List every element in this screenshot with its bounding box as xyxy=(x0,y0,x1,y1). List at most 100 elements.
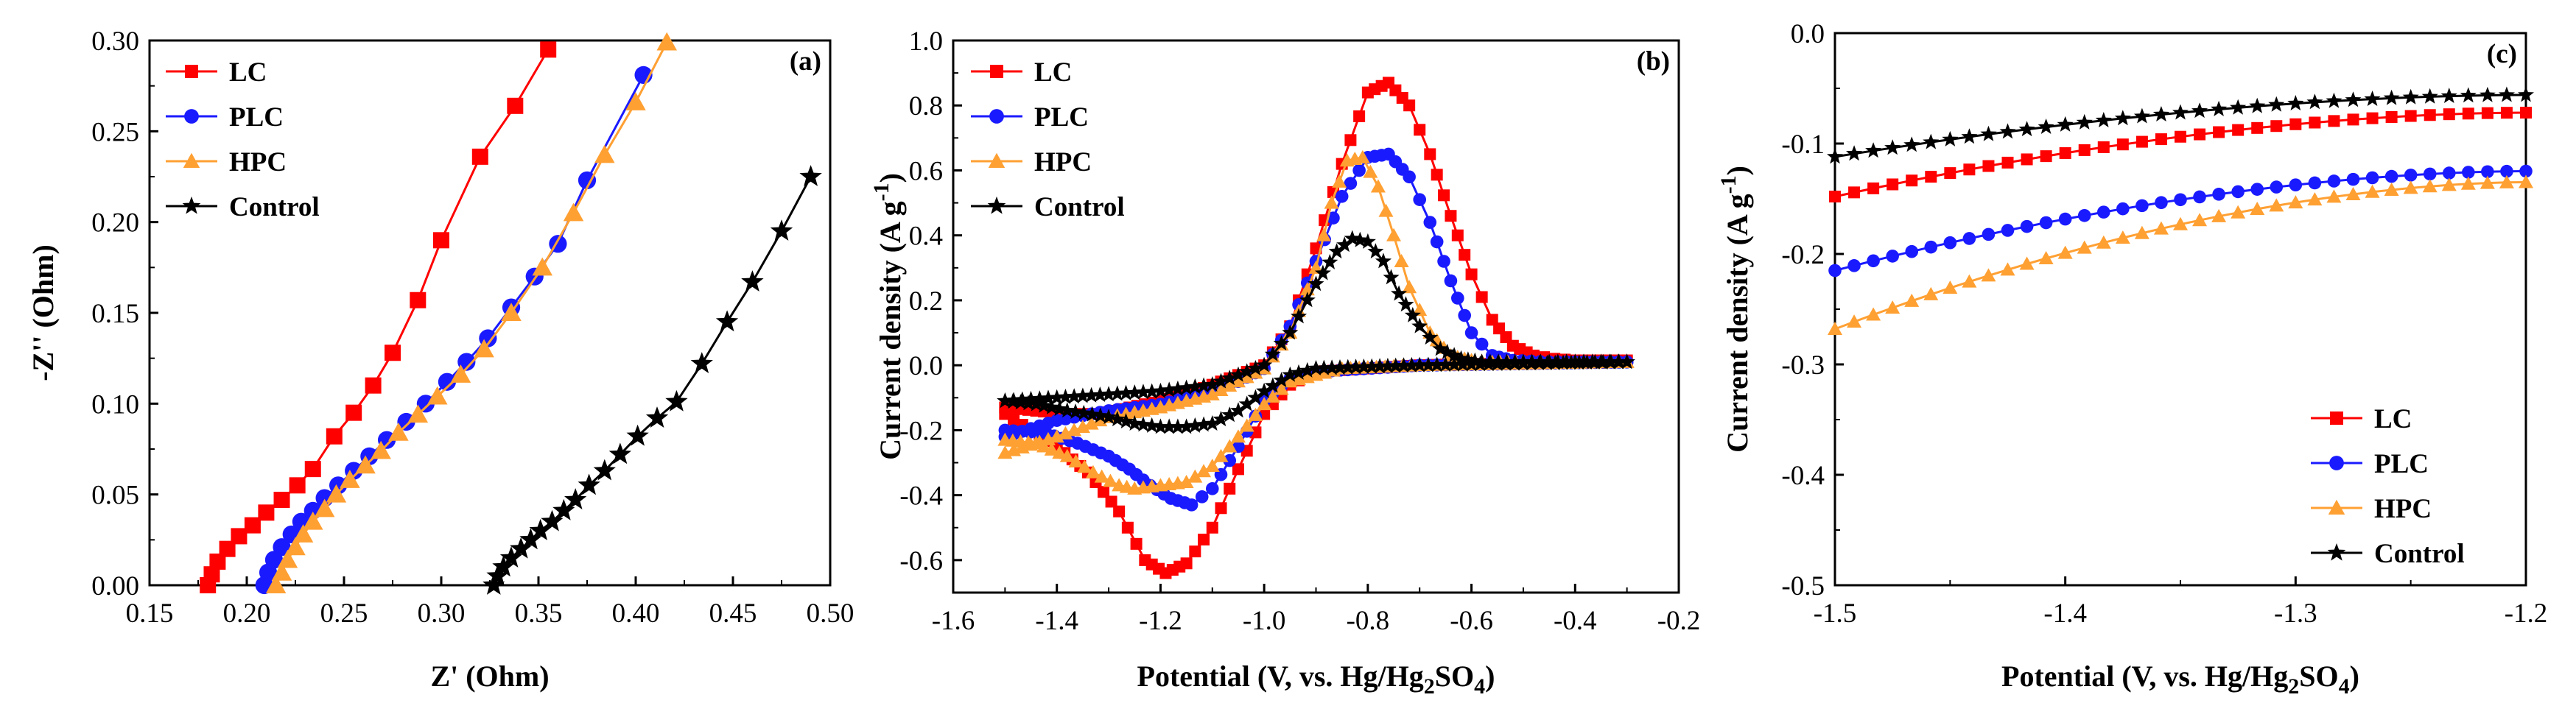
x-axis-label-part: ) xyxy=(1485,660,1495,693)
y-tick-label: -0.5 xyxy=(1781,571,1825,601)
series-lc-reverse-point xyxy=(1121,521,1134,534)
legend-marker xyxy=(987,196,1006,214)
series-plc-point xyxy=(438,372,457,391)
series-control-reverse-point xyxy=(1101,409,1117,425)
legend-label-plc: PLC xyxy=(1034,102,1089,133)
series-control-reverse-point xyxy=(1036,397,1053,413)
series-lc-forward-point xyxy=(1353,110,1366,122)
series-hpc-point xyxy=(2460,176,2476,190)
series-hpc-point xyxy=(1828,322,1842,335)
series-control-reverse-point xyxy=(1555,354,1572,370)
series-hpc-point xyxy=(2096,235,2111,249)
legend-label-hpc: HPC xyxy=(229,147,287,177)
x-tick-label: 0.25 xyxy=(320,598,368,629)
series-lc-forward-point xyxy=(1344,134,1357,146)
series-plc-forward-point xyxy=(1423,216,1437,229)
y-tick-label: 0.20 xyxy=(91,208,139,239)
series-plc-point xyxy=(2058,212,2072,226)
series-hpc-reverse-point xyxy=(1077,459,1092,473)
series-control-forward-point xyxy=(1161,381,1178,398)
series-control-reverse-point xyxy=(1043,398,1060,414)
series-hpc-point xyxy=(656,32,677,51)
series-control-reverse-point xyxy=(1547,354,1564,370)
series-lc-point xyxy=(2347,113,2359,126)
series-plc-forward-point xyxy=(1335,189,1349,203)
x-tick-label: -1.6 xyxy=(932,606,975,636)
series-lc-point xyxy=(2289,118,2302,130)
series-control-reverse-point xyxy=(1012,394,1029,410)
series-control-forward-point xyxy=(1204,376,1221,392)
series-hpc-point xyxy=(2153,221,2169,235)
series-control-forward-point xyxy=(1383,269,1400,285)
series-hpc-forward-point xyxy=(1370,179,1386,193)
series-control-point xyxy=(2383,89,2400,105)
series-control-reverse-point xyxy=(1489,355,1506,371)
series-control-reverse-point xyxy=(1161,418,1178,434)
series-control-forward-point xyxy=(1117,384,1134,400)
series-hpc-forward-point xyxy=(1355,149,1370,163)
series-control-point xyxy=(799,165,822,186)
series-lc-point xyxy=(2366,112,2379,124)
series-lc-point xyxy=(258,504,275,521)
x-tick-label: -1.4 xyxy=(1035,606,1078,636)
series-control-forward-point xyxy=(1322,253,1338,269)
series-lc-point xyxy=(2270,120,2283,133)
series-hpc-point xyxy=(2057,245,2073,259)
series-hpc-point xyxy=(2250,201,2265,215)
series-control-forward-point xyxy=(1196,377,1212,393)
series-lc-reverse-point xyxy=(1224,482,1236,495)
legend-label-hpc: HPC xyxy=(1034,147,1092,177)
y-axis-label: Current density (A g-1) xyxy=(1716,166,1754,453)
series-lc-reverse-point xyxy=(1232,463,1244,476)
series-lc-point xyxy=(2175,130,2186,143)
series-control-reverse-point xyxy=(1498,355,1515,371)
series-lc-point xyxy=(244,517,261,534)
series-control-point xyxy=(1865,142,1882,158)
series-hpc-point xyxy=(474,339,494,358)
series-hpc-point xyxy=(326,484,347,503)
series-control-reverse-point xyxy=(1387,357,1404,373)
series-control-forward-point xyxy=(1109,385,1126,401)
series-hpc-forward-point xyxy=(1402,280,1417,294)
series-control-point xyxy=(2326,92,2342,108)
series-control-reverse-point xyxy=(1316,359,1333,375)
series-hpc-point xyxy=(2326,189,2342,203)
series-control-forward-point xyxy=(1134,384,1151,400)
series-lc-point xyxy=(345,404,362,421)
series-control-forward-point xyxy=(1328,243,1345,259)
series-control-forward-point xyxy=(1264,345,1281,361)
series-control-reverse-point xyxy=(1273,372,1290,388)
series-control-reverse-point xyxy=(1437,356,1454,372)
series-hpc-reverse-point xyxy=(1222,439,1238,453)
series-control-forward-point xyxy=(1391,285,1408,301)
series-lc-point xyxy=(410,292,427,308)
series-hpc-point xyxy=(2384,182,2399,196)
series-lc-reverse-point xyxy=(1198,533,1210,545)
panel-b-chart: -1.6 -1.4 -1.2 -1.0 -0.8 -0.6 -0.4 -0.2 -0.6 -0.4… xyxy=(869,27,1700,699)
series-lc-reverse-point xyxy=(1189,545,1201,558)
series-control-reverse-point xyxy=(1051,400,1068,417)
series-control-point xyxy=(2076,113,2093,130)
x-axis-label-part: 4 xyxy=(1474,674,1485,699)
x-tick-label: 0.40 xyxy=(612,598,660,629)
y-axis-label: -Z'' (Ohm) xyxy=(27,244,60,381)
series-plc-point xyxy=(2519,164,2533,178)
series-control-reverse-point xyxy=(1067,403,1084,420)
series-control-reverse-point xyxy=(1587,353,1604,370)
series-control-point xyxy=(482,573,505,595)
series-control-point xyxy=(1942,130,1959,146)
series-control-forward-point xyxy=(1048,389,1065,405)
x-axis-label: Z' (Ohm) xyxy=(430,660,549,693)
series-control-reverse-point xyxy=(1411,356,1428,372)
series-hpc-point xyxy=(2365,184,2380,198)
series-hpc-point xyxy=(427,386,448,405)
series-control-reverse-point xyxy=(1446,356,1463,372)
series-lc-point xyxy=(2328,115,2340,127)
series-lc-point xyxy=(2385,110,2398,123)
series-lc-point xyxy=(326,428,343,445)
series-lc-reverse-point xyxy=(1215,502,1227,515)
series-plc-point xyxy=(2442,166,2456,180)
series-lc-reverse-point xyxy=(1105,495,1117,508)
series-lc-point xyxy=(2097,141,2110,153)
series-control-point xyxy=(645,406,669,428)
